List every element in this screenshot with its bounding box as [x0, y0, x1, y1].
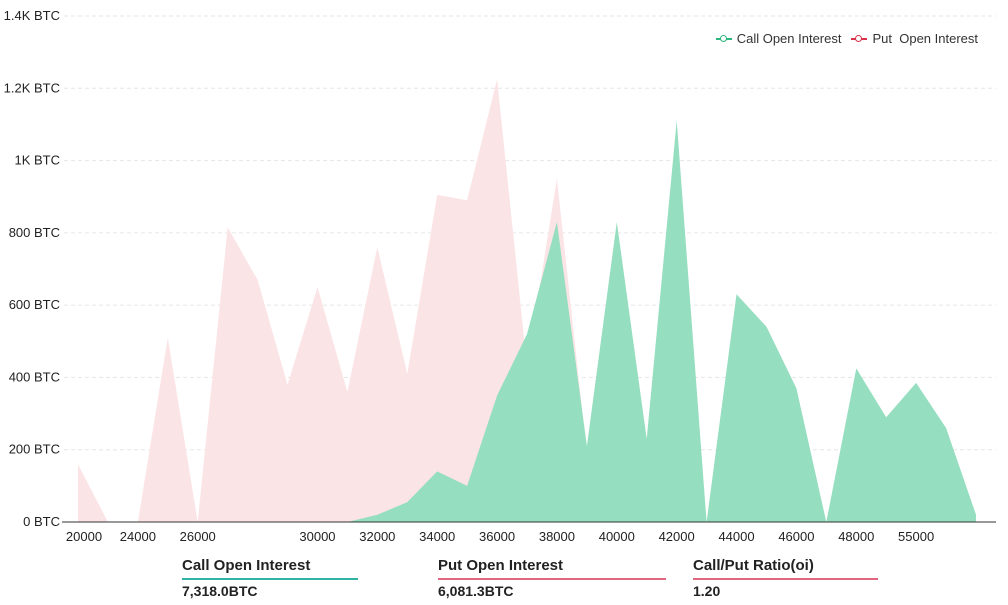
- x-tick-label: 44000: [718, 529, 754, 544]
- summary-call-open-interest: Call Open Interest 7,318.0BTC: [182, 557, 358, 599]
- legend: Call Open Interest Put Open Interest: [706, 31, 978, 46]
- summary-call-put-ratio: Call/Put Ratio(oi) 1.20: [693, 557, 878, 599]
- summary-value: 6,081.3BTC: [438, 583, 514, 599]
- summary-underline: [182, 578, 358, 580]
- x-tick-label: 40000: [599, 529, 635, 544]
- legend-label-put: Put Open Interest: [872, 31, 978, 46]
- summary-underline: [693, 578, 878, 580]
- x-tick-label: 46000: [778, 529, 814, 544]
- legend-item-put[interactable]: Put Open Interest: [851, 31, 978, 46]
- y-tick-label: 1.4K BTC: [4, 8, 60, 23]
- x-tick-label: 26000: [180, 529, 216, 544]
- x-tick-label: 48000: [838, 529, 874, 544]
- summary-value: 7,318.0BTC: [182, 583, 258, 599]
- put-open-interest-area[interactable]: [78, 79, 976, 523]
- legend-label-call: Call Open Interest: [736, 31, 842, 46]
- y-tick-label: 1K BTC: [14, 153, 60, 168]
- summary-label: Call/Put Ratio(oi): [693, 557, 814, 574]
- call-open-interest-area[interactable]: [78, 120, 976, 523]
- summary-underline: [438, 578, 666, 580]
- x-tick-label: 20000: [66, 529, 102, 544]
- x-tick-label: 38000: [539, 529, 575, 544]
- axes: 0 BTC 200 BTC 400 BTC 600 BTC 800 BTC 1K BTC 1…: [4, 8, 996, 544]
- x-tick-label: 55000: [898, 529, 934, 544]
- y-tick-label: 200 BTC: [9, 442, 60, 457]
- call-legend-marker-icon: [715, 34, 732, 43]
- x-tick-label: 34000: [419, 529, 455, 544]
- open-interest-chart: 0 BTC 200 BTC 400 BTC 600 BTC 800 BTC 1K BTC 1…: [4, 8, 996, 544]
- y-tick-label: 0 BTC: [23, 514, 60, 529]
- x-tick-label: 30000: [299, 529, 335, 544]
- x-tick-label: 24000: [120, 529, 156, 544]
- y-tick-label: 600 BTC: [9, 297, 60, 312]
- summary-label: Put Open Interest: [438, 557, 564, 574]
- y-tick-label: 800 BTC: [9, 225, 60, 240]
- put-legend-marker-icon: [851, 34, 868, 43]
- summary-value: 1.20: [693, 583, 721, 599]
- summary-put-open-interest: Put Open Interest 6,081.3BTC: [438, 557, 666, 599]
- x-tick-label: 32000: [359, 529, 395, 544]
- x-tick-label: 36000: [479, 529, 515, 544]
- y-tick-label: 1.2K BTC: [4, 80, 60, 95]
- x-tick-label: 42000: [659, 529, 695, 544]
- summary-label: Call Open Interest: [182, 557, 311, 574]
- series-areas: [78, 79, 976, 523]
- y-tick-label: 400 BTC: [9, 369, 60, 384]
- legend-item-call[interactable]: Call Open Interest: [715, 31, 842, 46]
